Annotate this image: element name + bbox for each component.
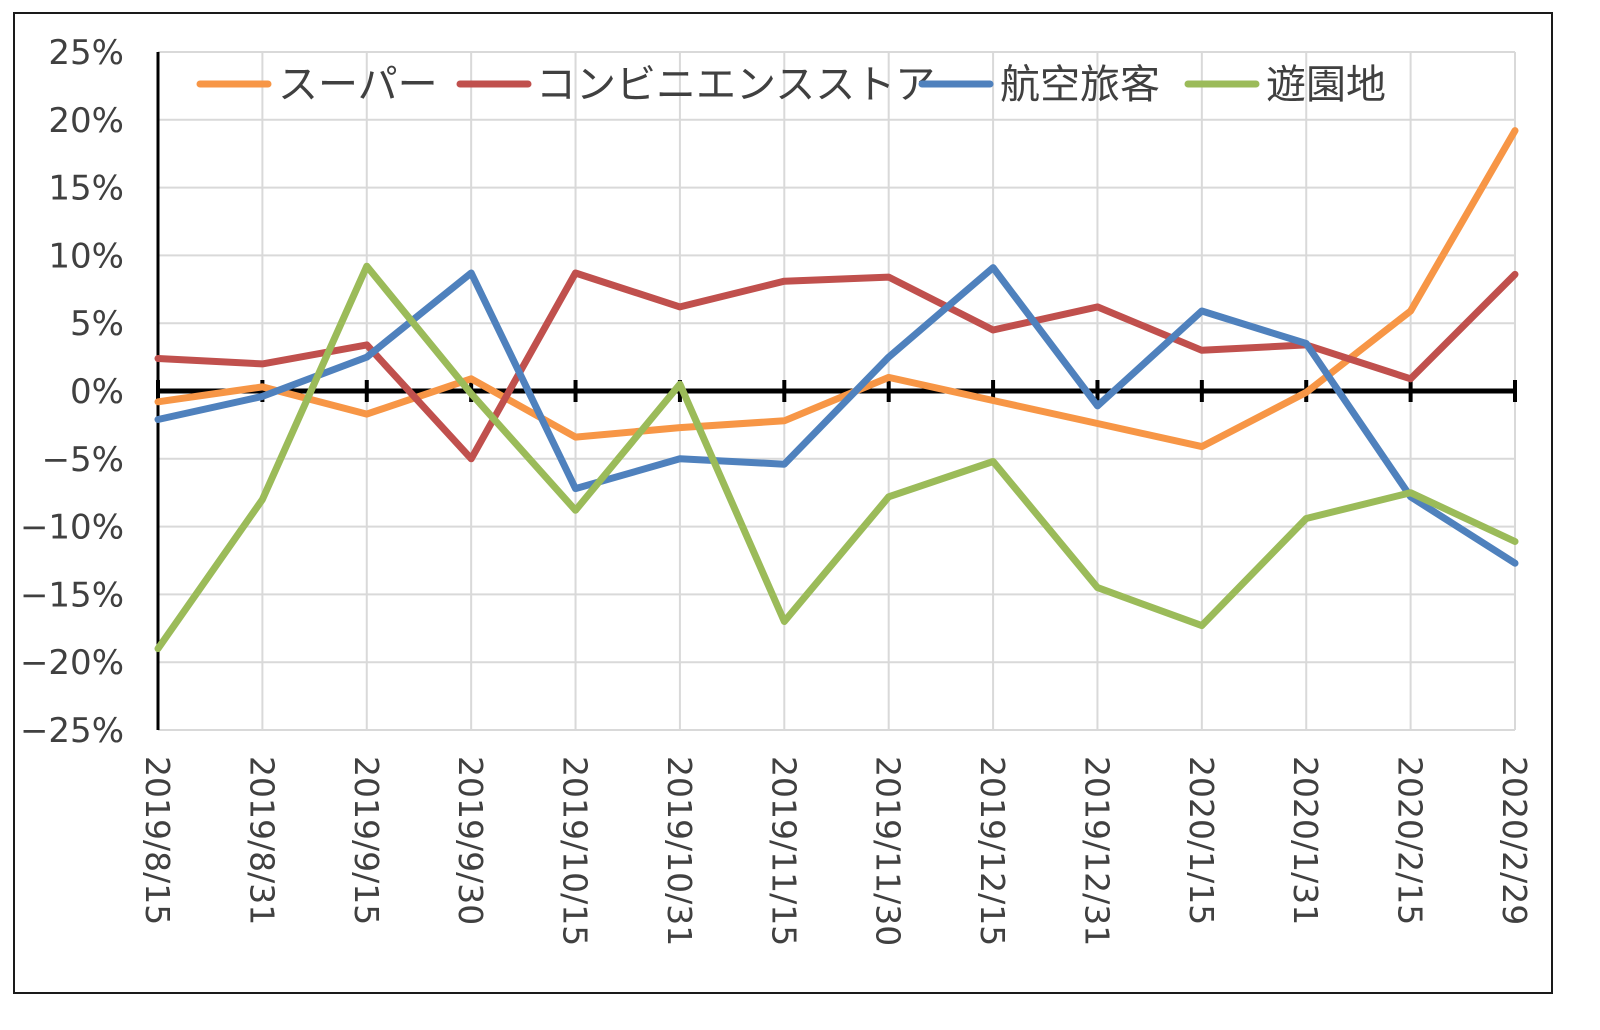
- x-tick-label: 2019/10/31: [660, 756, 699, 946]
- legend-label: スーパー: [278, 62, 438, 108]
- y-axis-ticks: 25% 20% 15% 10% 5% 0% −5% −10% −15% −20% −25%: [20, 33, 124, 751]
- zero-axis: [156, 380, 1517, 402]
- y-tick-label: −15%: [20, 575, 124, 615]
- x-tick-label: 2019/12/31: [1077, 756, 1116, 946]
- x-axis-ticks: 2019/8/15 2019/8/31 2019/9/15 2019/9/30 2019…: [138, 756, 1534, 946]
- x-tick-label: 2019/8/31: [242, 756, 281, 925]
- y-tick-label: −5%: [42, 440, 124, 480]
- x-tick-label: 2020/1/15: [1182, 756, 1221, 925]
- x-tick-label: 2020/2/29: [1495, 756, 1534, 925]
- x-tick-label: 2020/2/15: [1391, 756, 1430, 925]
- y-tick-label: 15%: [48, 169, 124, 209]
- legend-label: 遊園地: [1266, 62, 1386, 108]
- legend-label: 航空旅客: [1000, 62, 1160, 108]
- x-tick-label: 2019/11/15: [764, 756, 803, 946]
- series-line: [154, 264, 1519, 567]
- x-tick-label: 2019/8/15: [138, 756, 177, 925]
- chart-frame: [13, 12, 1553, 994]
- y-tick-label: −25%: [20, 711, 124, 751]
- y-tick-label: −10%: [20, 508, 124, 548]
- series-line: [154, 262, 1519, 653]
- series-line: [154, 127, 1519, 451]
- y-tick-label: 5%: [70, 304, 124, 344]
- series-line: [154, 269, 1519, 463]
- x-tick-label: 2019/9/30: [451, 756, 490, 925]
- x-tick-label: 2019/11/30: [869, 756, 908, 946]
- y-tick-label: 25%: [48, 33, 124, 73]
- y-tick-label: 0%: [70, 372, 124, 412]
- y-tick-label: 20%: [48, 101, 124, 141]
- series-lines: [154, 127, 1519, 653]
- x-tick-label: 2019/9/15: [347, 756, 386, 925]
- legend-label: コンビニエンスストア: [536, 62, 935, 108]
- x-tick-label: 2019/12/15: [973, 756, 1012, 946]
- x-tick-label: 2019/10/15: [556, 756, 595, 946]
- y-tick-label: −20%: [20, 643, 124, 683]
- x-tick-label: 2020/1/31: [1286, 756, 1325, 925]
- legend: スーパー コンビニエンスストア 航空旅客 遊園地: [196, 62, 1386, 108]
- y-tick-label: 10%: [48, 236, 124, 276]
